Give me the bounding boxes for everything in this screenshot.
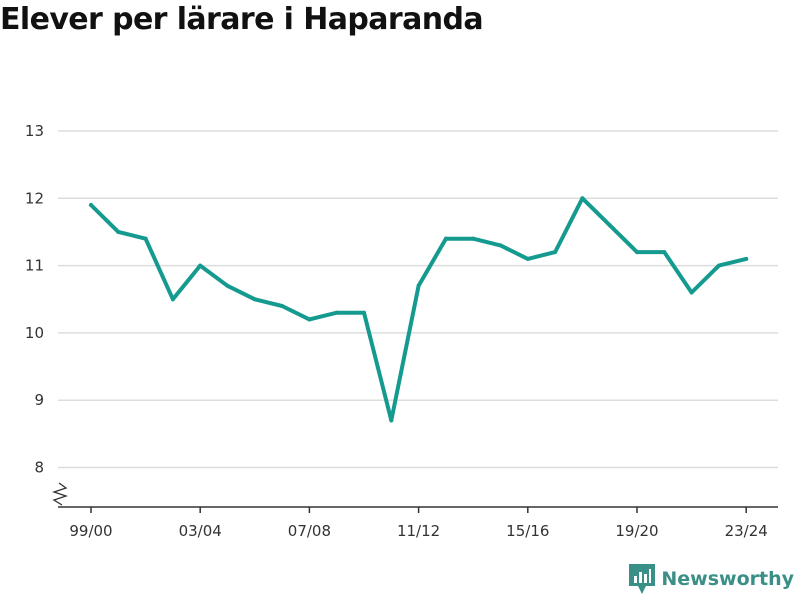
data-point-16/17 bbox=[553, 250, 558, 255]
chart-title: Elever per lärare i Haparanda bbox=[0, 2, 484, 37]
data-point-03/04 bbox=[198, 263, 203, 268]
data-point-04/05 bbox=[225, 283, 230, 288]
data-point-23/24 bbox=[744, 256, 749, 261]
y-tick-label-9: 9 bbox=[34, 391, 44, 409]
x-tick-label-23/24: 23/24 bbox=[725, 522, 768, 540]
x-tick-label-19/20: 19/20 bbox=[615, 522, 658, 540]
data-point-01/02 bbox=[143, 236, 148, 241]
y-tick-label-12: 12 bbox=[25, 189, 44, 207]
x-tick-label-11/12: 11/12 bbox=[397, 522, 440, 540]
brand-name: Newsworthy bbox=[661, 568, 794, 590]
data-point-14/15 bbox=[498, 243, 503, 248]
axis-break-marker bbox=[51, 482, 69, 506]
data-point-06/07 bbox=[280, 303, 285, 308]
data-point-10/11 bbox=[389, 418, 394, 423]
data-point-20/21 bbox=[662, 250, 667, 255]
y-tick-label-8: 8 bbox=[34, 459, 44, 477]
data-point-21/22 bbox=[689, 290, 694, 295]
data-point-15/16 bbox=[525, 256, 530, 261]
y-tick-label-10: 10 bbox=[25, 324, 44, 342]
data-point-00/01 bbox=[116, 229, 121, 234]
data-point-17/18 bbox=[580, 196, 585, 201]
axes: 8 9 10 11 12 13 99/00 03/04 07/08 11/12 15/16 19/20… bbox=[25, 122, 778, 540]
data-point-09/10 bbox=[362, 310, 366, 315]
series-layer bbox=[89, 196, 749, 423]
data-point-99/00 bbox=[89, 203, 93, 208]
data-point-12/13 bbox=[443, 236, 448, 241]
y-tick-label-11: 11 bbox=[25, 257, 44, 275]
data-point-13/14 bbox=[471, 236, 476, 241]
x-tick-label-15/16: 15/16 bbox=[506, 522, 549, 540]
x-tick-label-03/04: 03/04 bbox=[179, 522, 222, 540]
data-point-07/08 bbox=[307, 317, 312, 322]
data-point-22/23 bbox=[716, 263, 721, 268]
data-point-02/03 bbox=[170, 297, 175, 302]
data-point-08/09 bbox=[334, 310, 339, 315]
newsworthy-logo-icon bbox=[629, 564, 656, 594]
data-point-18/19 bbox=[607, 223, 612, 228]
data-point-11/12 bbox=[416, 283, 421, 288]
x-tick-label-07/08: 07/08 bbox=[288, 522, 331, 540]
data-point-19/20 bbox=[635, 250, 639, 255]
x-tick-label-99/00: 99/00 bbox=[69, 522, 112, 540]
series-line-0 bbox=[89, 196, 749, 423]
y-tick-label-13: 13 bbox=[25, 122, 44, 140]
data-point-05/06 bbox=[252, 297, 257, 302]
newsworthy-brand: Newsworthy bbox=[629, 564, 794, 594]
gridlines bbox=[58, 130, 778, 469]
